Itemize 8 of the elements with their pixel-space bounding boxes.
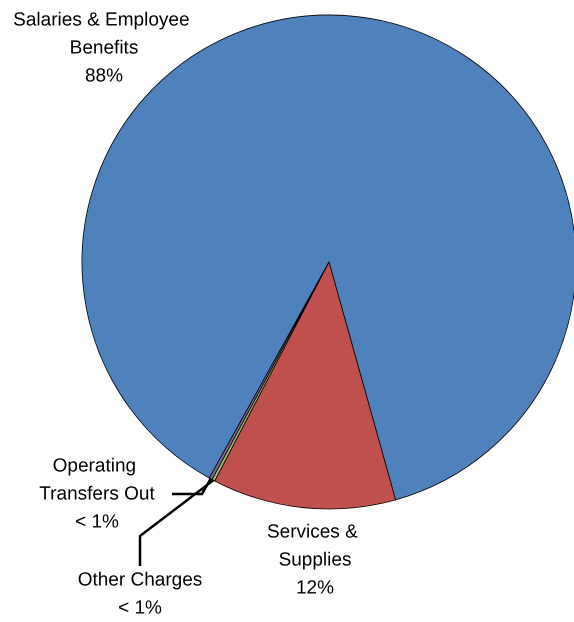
data-label: < 1%: [118, 598, 162, 618]
slice-label: Services & Supplies: [266, 522, 364, 570]
data-label: < 1%: [75, 512, 120, 532]
slice-label: Operating Transfers Out: [39, 456, 156, 504]
slice-label: Salaries & Employee Benefits: [13, 10, 195, 58]
data-label: 88%: [84, 66, 124, 86]
slice-label: Other Charges: [78, 570, 202, 590]
data-label: 12%: [296, 578, 334, 598]
